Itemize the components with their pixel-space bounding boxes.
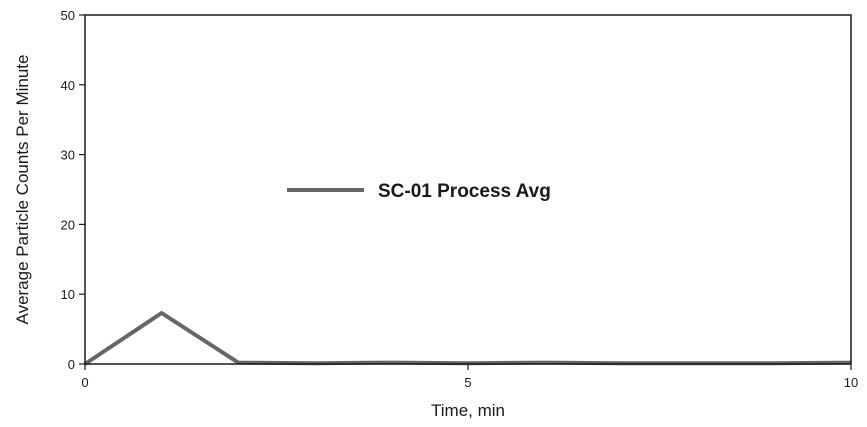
x-tick-label-10: 10 [844, 375, 858, 390]
y-tick-label-20: 20 [61, 217, 75, 232]
legend: SC-01 Process Avg [287, 181, 551, 202]
series-layer [83, 311, 852, 366]
y-axis-title: Average Particle Counts Per Minute [13, 55, 32, 325]
ticks-layer [79, 14, 852, 370]
plot-frame [84, 14, 852, 365]
y-tick-label-30: 30 [61, 148, 75, 163]
y-tick-label-10: 10 [61, 287, 75, 302]
y-tick-label-0: 0 [68, 357, 75, 372]
labels-layer: 0 10 20 30 40 50 0 5 10 [61, 8, 859, 390]
series-line-0 [83, 311, 852, 366]
x-tick-label-0: 0 [81, 375, 88, 390]
y-tick-label-40: 40 [61, 78, 75, 93]
x-tick-label-5: 5 [464, 375, 471, 390]
legend-label-sc-01: SC-01 Process Avg [378, 181, 551, 202]
y-tick-label-50: 50 [61, 8, 75, 23]
x-axis-title: Time, min [431, 401, 505, 420]
